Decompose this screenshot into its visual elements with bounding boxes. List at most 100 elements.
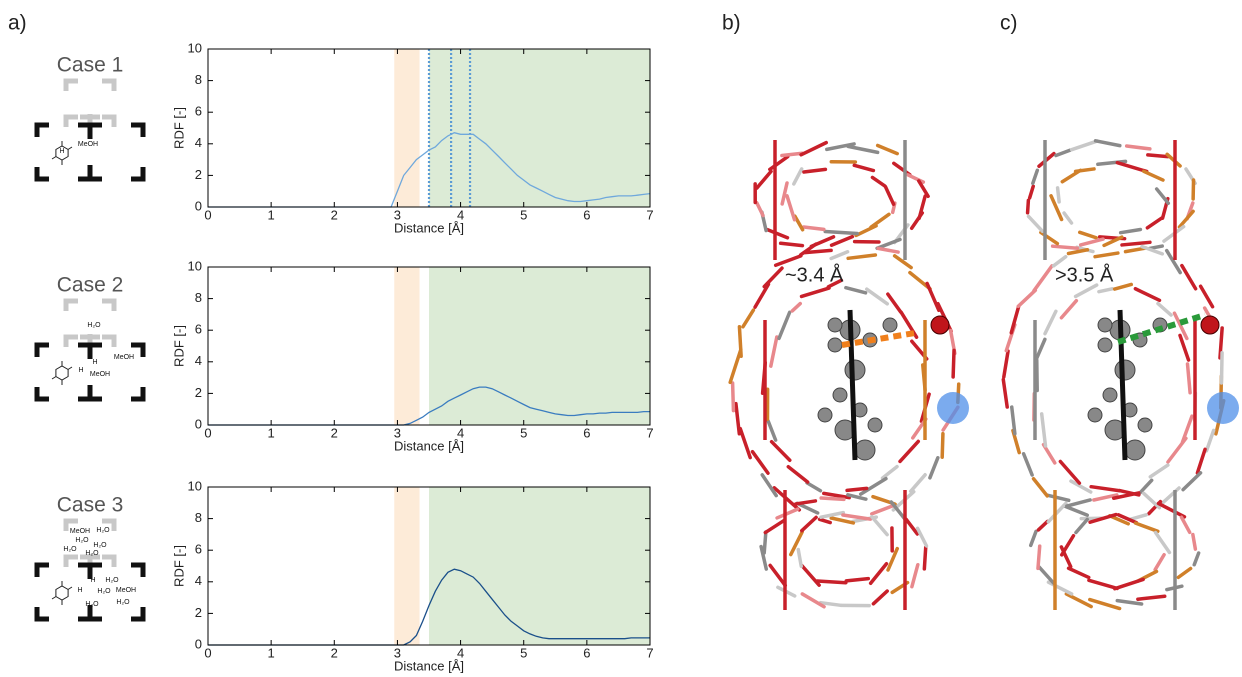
case-title: Case 1 [57,54,124,77]
distance-label: ~3.4 Å [785,263,844,286]
bond [1122,242,1150,245]
bond [781,243,803,245]
schematic-shape [78,125,102,139]
y-tick-label: 2 [195,385,202,400]
bond [770,157,788,170]
atom [1115,360,1135,380]
bond [1179,211,1193,227]
framework-structure [730,140,969,610]
y-axis-title: RDF [-] [171,107,186,149]
bond [1061,301,1076,318]
bond [743,310,753,327]
bond [740,429,750,458]
y-tick-label: 4 [195,135,202,150]
bond [777,509,798,518]
x-tick-label: 2 [331,207,338,222]
x-tick-label: 5 [520,425,527,440]
molecule-label: H [77,587,82,594]
bond [1048,582,1071,594]
atom [828,338,842,352]
bond [821,498,844,499]
atom [1088,408,1102,422]
bond [757,171,771,188]
y-tick-label: 10 [188,478,202,493]
bond [1004,351,1008,377]
x-tick-label: 6 [583,207,590,222]
bond [782,183,787,204]
bond [1115,284,1132,289]
x-tick-label: 5 [520,645,527,660]
molecule-label: H₂O [96,527,110,534]
bond [804,227,824,229]
bond [792,304,800,311]
y-tick-label: 4 [195,353,202,368]
bond [1155,555,1164,570]
x-tick-label: 1 [268,425,275,440]
bond [848,255,875,258]
schematic-shape [66,301,114,311]
shaded-region [429,49,650,207]
molecule-label: H [92,359,97,366]
shaded-region [394,267,419,425]
benzene-ring [52,361,72,385]
bond [900,441,918,461]
bond [1201,286,1213,306]
bond [774,488,799,510]
bond [730,350,741,383]
y-tick-label: 8 [195,290,202,305]
atom [818,408,832,422]
x-tick-label: 0 [204,425,211,440]
bond [801,143,826,155]
bond [846,579,868,581]
y-axis-title: RDF [-] [171,545,186,587]
bond [1068,250,1087,254]
bond [1183,473,1200,490]
atom [1138,418,1152,432]
bond [802,517,816,530]
panel-label: c) [1000,12,1018,35]
atom [868,418,882,432]
bond [872,177,884,185]
bond [1038,546,1040,568]
molecule-label: MeOH [116,587,136,594]
atom [1103,388,1117,402]
bond [918,528,927,546]
bond [802,288,829,296]
bond [736,404,739,434]
x-tick-label: 6 [583,425,590,440]
bond [770,565,785,585]
bond [1090,600,1120,609]
bond [924,547,925,568]
bond [1069,568,1089,577]
bond [908,175,923,182]
bond [1158,503,1184,516]
bond [1018,290,1035,306]
bond [1135,289,1159,301]
bond [895,256,912,268]
bond [877,240,900,249]
y-tick-label: 0 [195,416,202,431]
molecule-label: H₂O [75,537,89,544]
bond [1076,285,1097,296]
case-title: Case 3 [57,494,124,517]
x-tick-label: 7 [646,425,653,440]
bond [883,467,897,479]
bond [1099,289,1112,292]
bond [872,517,887,535]
x-tick-label: 0 [204,645,211,660]
schematic-shape [78,385,102,399]
bond [1089,580,1117,588]
bond [953,350,954,377]
bond [1048,503,1066,522]
molecule-label: H₂O [85,601,99,608]
distance-label: >3.5 Å [1055,263,1114,286]
bond [796,501,816,504]
bond [1033,170,1038,183]
bond [1193,535,1196,550]
bond [1156,533,1170,553]
atom [883,318,897,332]
y-tick-label: 0 [195,198,202,213]
bond [1144,171,1163,180]
bond [1157,189,1169,203]
bond [1187,364,1190,393]
